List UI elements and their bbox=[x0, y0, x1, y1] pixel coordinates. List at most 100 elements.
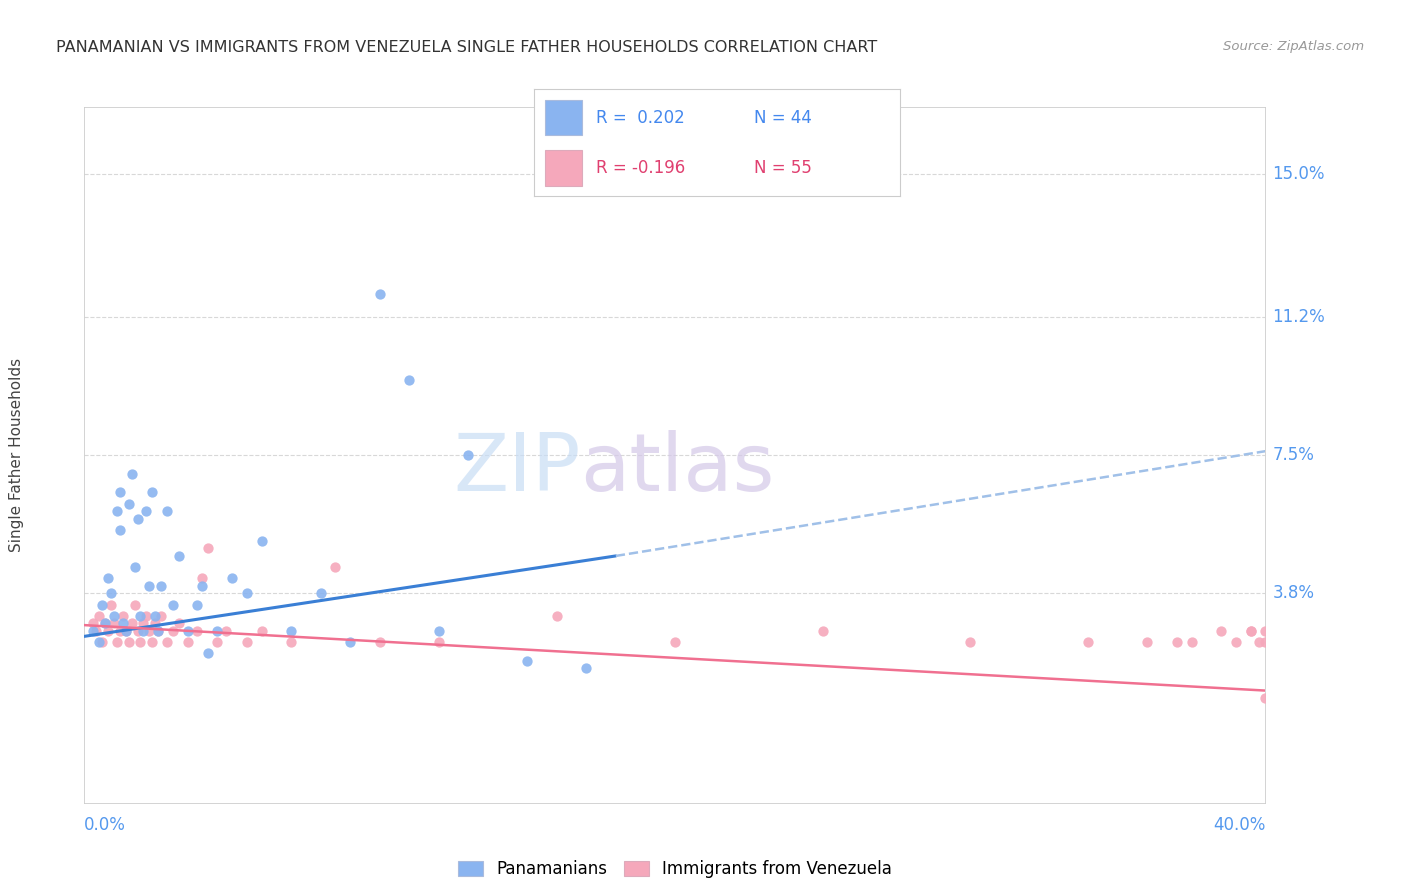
Point bbox=[1254, 691, 1277, 706]
Point bbox=[368, 287, 391, 301]
Point bbox=[103, 608, 125, 623]
Text: 11.2%: 11.2% bbox=[1272, 308, 1326, 326]
Point bbox=[82, 624, 104, 638]
Point bbox=[280, 624, 302, 638]
Point bbox=[124, 560, 146, 574]
Point bbox=[103, 616, 125, 631]
Point bbox=[100, 586, 122, 600]
Point bbox=[148, 624, 170, 638]
Point bbox=[197, 541, 219, 556]
Point bbox=[111, 616, 134, 631]
Point bbox=[141, 485, 163, 500]
Point bbox=[156, 504, 179, 518]
Text: N = 44: N = 44 bbox=[754, 109, 811, 127]
Point bbox=[959, 635, 981, 649]
Point bbox=[143, 616, 166, 631]
Point bbox=[150, 579, 173, 593]
Point bbox=[235, 586, 259, 600]
Point bbox=[1180, 635, 1202, 649]
Point bbox=[114, 624, 136, 638]
Text: PANAMANIAN VS IMMIGRANTS FROM VENEZUELA SINGLE FATHER HOUSEHOLDS CORRELATION CHA: PANAMANIAN VS IMMIGRANTS FROM VENEZUELA … bbox=[56, 40, 877, 55]
Point bbox=[129, 608, 152, 623]
Point bbox=[398, 373, 420, 387]
Point bbox=[664, 635, 686, 649]
Point bbox=[191, 571, 214, 585]
Point bbox=[1225, 635, 1247, 649]
Point bbox=[135, 608, 157, 623]
Point bbox=[1249, 635, 1271, 649]
Point bbox=[156, 635, 179, 649]
Point bbox=[84, 624, 107, 638]
Point bbox=[138, 624, 160, 638]
Point bbox=[1240, 624, 1263, 638]
Point bbox=[150, 608, 173, 623]
Text: atlas: atlas bbox=[581, 430, 775, 508]
Point bbox=[1254, 624, 1277, 638]
Point bbox=[91, 598, 114, 612]
Point bbox=[215, 624, 238, 638]
Point bbox=[135, 504, 157, 518]
Point bbox=[108, 624, 131, 638]
Bar bbox=[546, 150, 582, 186]
Point bbox=[1166, 635, 1188, 649]
Point bbox=[186, 624, 208, 638]
Point bbox=[127, 624, 149, 638]
Point bbox=[280, 635, 302, 649]
Legend: Panamanians, Immigrants from Venezuela: Panamanians, Immigrants from Venezuela bbox=[451, 854, 898, 885]
Point bbox=[114, 624, 136, 638]
Point bbox=[368, 635, 391, 649]
Point bbox=[108, 485, 131, 500]
Text: N = 55: N = 55 bbox=[754, 160, 811, 178]
Point bbox=[167, 549, 190, 563]
Point bbox=[138, 579, 160, 593]
Point bbox=[162, 624, 184, 638]
Point bbox=[82, 616, 104, 631]
Point bbox=[111, 608, 134, 623]
Bar bbox=[546, 100, 582, 136]
Point bbox=[811, 624, 834, 638]
Point bbox=[148, 624, 170, 638]
Point bbox=[162, 598, 184, 612]
Text: 7.5%: 7.5% bbox=[1272, 446, 1315, 464]
Point bbox=[186, 598, 208, 612]
Text: 40.0%: 40.0% bbox=[1213, 816, 1265, 834]
Point bbox=[121, 467, 143, 481]
Point bbox=[91, 635, 114, 649]
Point bbox=[94, 616, 117, 631]
Point bbox=[205, 635, 228, 649]
Point bbox=[129, 635, 152, 649]
Point bbox=[97, 571, 120, 585]
Point bbox=[1209, 624, 1232, 638]
Point bbox=[250, 624, 273, 638]
Point bbox=[177, 635, 200, 649]
Point bbox=[132, 616, 155, 631]
Point bbox=[127, 511, 149, 525]
Point bbox=[141, 635, 163, 649]
Point bbox=[516, 654, 538, 668]
Point bbox=[87, 635, 111, 649]
Point bbox=[339, 635, 361, 649]
Point bbox=[167, 616, 190, 631]
Point bbox=[575, 661, 598, 675]
Text: 0.0%: 0.0% bbox=[84, 816, 127, 834]
Point bbox=[1077, 635, 1099, 649]
Point bbox=[94, 616, 117, 631]
Point bbox=[197, 646, 219, 660]
Point bbox=[250, 533, 273, 548]
Text: R =  0.202: R = 0.202 bbox=[596, 109, 685, 127]
Point bbox=[427, 624, 450, 638]
Point bbox=[124, 598, 146, 612]
Point bbox=[205, 624, 228, 638]
Point bbox=[427, 635, 450, 649]
Point bbox=[235, 635, 259, 649]
Point bbox=[105, 635, 128, 649]
Point bbox=[97, 624, 120, 638]
Text: R = -0.196: R = -0.196 bbox=[596, 160, 686, 178]
Point bbox=[108, 523, 131, 537]
Point bbox=[1254, 635, 1277, 649]
Point bbox=[221, 571, 243, 585]
Point bbox=[118, 497, 141, 511]
Point bbox=[132, 624, 155, 638]
Point bbox=[546, 608, 568, 623]
Point bbox=[1136, 635, 1159, 649]
